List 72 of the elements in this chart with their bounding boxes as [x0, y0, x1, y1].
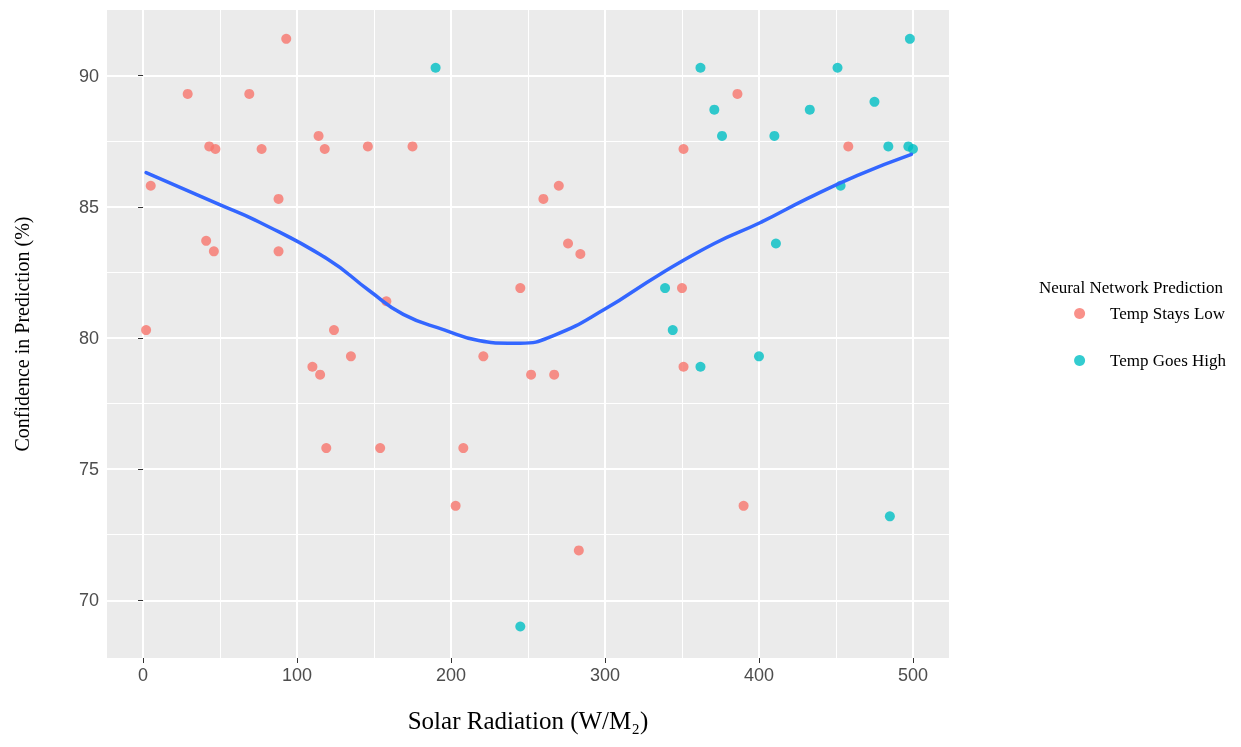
point — [738, 500, 749, 511]
point — [843, 141, 854, 152]
x-tick-label: 400 — [743, 665, 774, 685]
point — [907, 144, 918, 155]
point — [328, 325, 339, 336]
point — [677, 283, 687, 294]
x-tick-label: 0 — [138, 665, 149, 685]
point — [804, 104, 815, 115]
point — [345, 351, 356, 362]
point — [695, 62, 706, 73]
point — [201, 235, 212, 246]
point — [307, 361, 318, 372]
point — [407, 141, 418, 152]
point — [319, 144, 330, 155]
point — [145, 180, 156, 191]
point — [458, 443, 469, 454]
point — [362, 141, 373, 152]
point — [256, 144, 267, 155]
point — [549, 369, 560, 380]
x-tick-label: 300 — [589, 665, 621, 685]
point — [573, 545, 584, 556]
point — [553, 180, 564, 191]
point — [732, 88, 743, 99]
point — [273, 193, 284, 204]
point — [883, 141, 894, 152]
y-tick-label: 90 — [78, 65, 99, 86]
point — [695, 361, 706, 372]
point — [709, 104, 720, 115]
legend-label: Temp Goes High — [1110, 351, 1227, 370]
point — [753, 351, 764, 362]
x-tick-label: 500 — [897, 665, 928, 685]
y-axis-title: Confidence in Prediction (%) — [11, 216, 34, 452]
point — [375, 443, 386, 454]
y-tick-label: 70 — [78, 590, 99, 611]
y-tick-label: 75 — [78, 459, 99, 480]
point — [141, 325, 152, 336]
point — [450, 500, 461, 511]
point — [515, 283, 526, 294]
point — [869, 96, 880, 107]
point — [208, 246, 219, 257]
point — [770, 238, 781, 249]
point — [478, 351, 489, 362]
point — [660, 283, 671, 294]
point — [244, 88, 255, 99]
x-tick-label: 100 — [282, 665, 313, 685]
point — [526, 369, 537, 380]
point — [315, 369, 326, 380]
point — [538, 193, 549, 204]
point — [678, 361, 689, 372]
legend-label: Temp Stays Low — [1110, 304, 1226, 323]
point — [210, 144, 221, 155]
x-tick-label: 200 — [435, 665, 467, 685]
point — [717, 130, 728, 141]
point — [667, 325, 678, 336]
point — [575, 248, 586, 259]
point — [678, 144, 689, 155]
legend-title: Neural Network Prediction — [1038, 278, 1224, 297]
point — [515, 621, 526, 632]
point — [904, 33, 915, 44]
point — [321, 443, 332, 454]
point — [832, 62, 843, 73]
x-axis-title: Solar Radiation (W/M₂) — [407, 707, 649, 735]
point — [273, 246, 284, 257]
y-tick-label: 80 — [78, 327, 99, 348]
point — [313, 130, 324, 141]
point — [563, 238, 574, 249]
y-tick-label: 85 — [78, 196, 99, 217]
point — [182, 88, 193, 99]
point — [884, 511, 895, 522]
point — [430, 62, 441, 73]
point — [281, 33, 292, 44]
point — [769, 130, 780, 141]
